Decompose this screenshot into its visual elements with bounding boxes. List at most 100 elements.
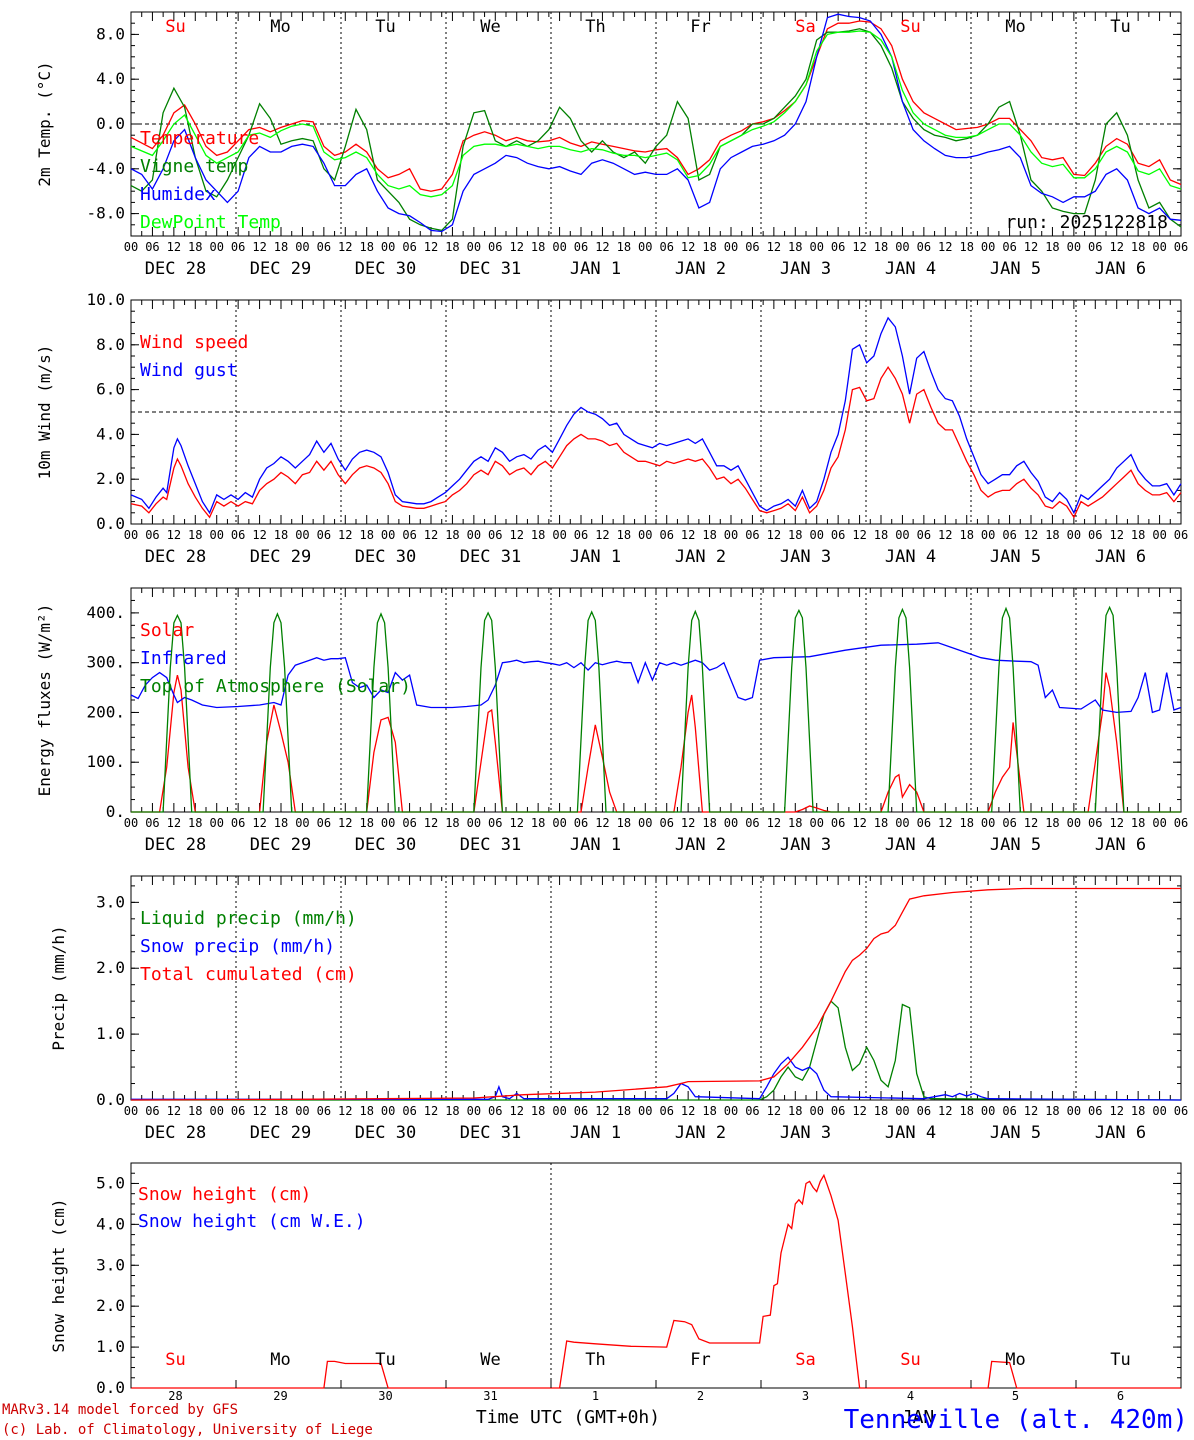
date-label-8: JAN 4 [885,835,936,855]
short-date-label: 1 [592,1389,599,1403]
hour-label: 12 [852,528,866,542]
y-tick-label: 400. [86,603,125,622]
hour-label: 12 [424,528,438,542]
hour-label: 12 [167,816,181,830]
hour-label: 06 [831,1104,845,1118]
hour-label: 18 [274,1104,288,1118]
hour-label: 00 [638,528,652,542]
hour-label: 18 [702,1104,716,1118]
x-axis-label: Time UTC (GMT+0h) [476,1407,660,1428]
y-tick-label: 0.0 [96,1090,125,1109]
hour-label: 12 [1109,816,1123,830]
hour-label: 12 [424,240,438,254]
hour-label: 12 [681,240,695,254]
hour-label: 18 [959,816,973,830]
hour-label: 00 [124,240,138,254]
hour-label: 06 [402,240,416,254]
dow-label-top: Fr [690,17,710,37]
legend-snow-precip-mm-h-: Snow precip (mm/h) [140,936,335,957]
hour-label: 06 [1088,816,1102,830]
hour-label: 06 [145,528,159,542]
legend-liquid-precip-mm-h-: Liquid precip (mm/h) [140,908,357,929]
hour-label: 00 [552,528,566,542]
date-label-1: DEC 28 [145,835,206,855]
hour-label: 12 [767,240,781,254]
hour-label: 12 [167,528,181,542]
hour-label: 06 [402,816,416,830]
hour-label: 06 [402,528,416,542]
hour-label: 12 [681,1104,695,1118]
hour-label: 12 [338,816,352,830]
hour-label: 12 [1109,240,1123,254]
hour-label: 18 [1045,528,1059,542]
date-label-6: JAN 2 [675,835,726,855]
hour-label: 00 [1152,528,1166,542]
hour-label: 06 [745,816,759,830]
dow-label-top: Sa [795,17,815,37]
legend-vigne-temp: Vigne temp [140,156,248,177]
y-tick-label: 4.0 [96,69,125,88]
legend-snow-height-cm-w-e-: Snow height (cm W.E.) [138,1211,366,1232]
hour-label: 18 [531,816,545,830]
hour-label: 12 [1024,240,1038,254]
hour-label: 00 [981,816,995,830]
hour-label: 00 [724,816,738,830]
hour-label: 06 [659,816,673,830]
date-label-2: DEC 29 [250,259,311,279]
hour-label: 18 [702,240,716,254]
hour-label: 06 [574,1104,588,1118]
y-tick-label: 3.0 [96,1255,125,1274]
y-tick-label: 100. [86,752,125,771]
dow-label-bottom: Su [165,1350,185,1370]
hour-label: 00 [381,1104,395,1118]
hour-label: 06 [917,816,931,830]
dow-label-bottom: Su [900,1350,920,1370]
hour-label: 06 [745,1104,759,1118]
date-label-4: DEC 31 [460,259,521,279]
hour-label: 18 [274,528,288,542]
hour-label: 00 [552,1104,566,1118]
hour-label: 18 [1131,1104,1145,1118]
short-date-label: 4 [907,1389,914,1403]
hour-label: 18 [702,528,716,542]
hour-label: 12 [938,528,952,542]
hour-label: 06 [1002,240,1016,254]
hour-label: 12 [1109,1104,1123,1118]
short-date-label: 3 [802,1389,809,1403]
y-tick-label: 1.0 [96,1024,125,1043]
hour-label: 18 [531,528,545,542]
hour-label: 18 [359,1104,373,1118]
hour-label: 12 [767,816,781,830]
hour-label: 18 [1045,816,1059,830]
hour-label: 18 [188,528,202,542]
hour-label: 06 [402,1104,416,1118]
dow-label-bottom: Th [585,1350,605,1370]
hour-label: 12 [338,240,352,254]
series-total-cumulated-cm- [130,887,1181,1101]
hour-label: 00 [638,240,652,254]
date-label-2: DEC 29 [250,1123,311,1143]
y-tick-label: 10.0 [86,290,125,309]
series-top-of-atmosphere-solar- [131,605,1181,813]
hour-label: 06 [1174,528,1188,542]
hour-label: 00 [724,240,738,254]
y-tick-label: 300. [86,653,125,672]
dow-label-top: Mo [1005,17,1025,37]
y-tick-label: 3.0 [96,892,125,911]
y-tick-label: 200. [86,702,125,721]
date-label-1: DEC 28 [145,1123,206,1143]
dow-label-top: We [480,17,500,37]
run-label: run: 2025122818 [1005,212,1168,233]
hour-label: 06 [1088,528,1102,542]
series-wind-speed [130,365,1182,519]
hour-label: 18 [1045,1104,1059,1118]
hour-label: 18 [959,240,973,254]
dow-label-bottom: We [480,1350,500,1370]
date-label-3: DEC 30 [355,259,416,279]
hour-label: 18 [359,240,373,254]
hour-label: 18 [445,816,459,830]
hour-label: 18 [445,240,459,254]
hour-label: 06 [917,240,931,254]
hour-label: 00 [1067,816,1081,830]
